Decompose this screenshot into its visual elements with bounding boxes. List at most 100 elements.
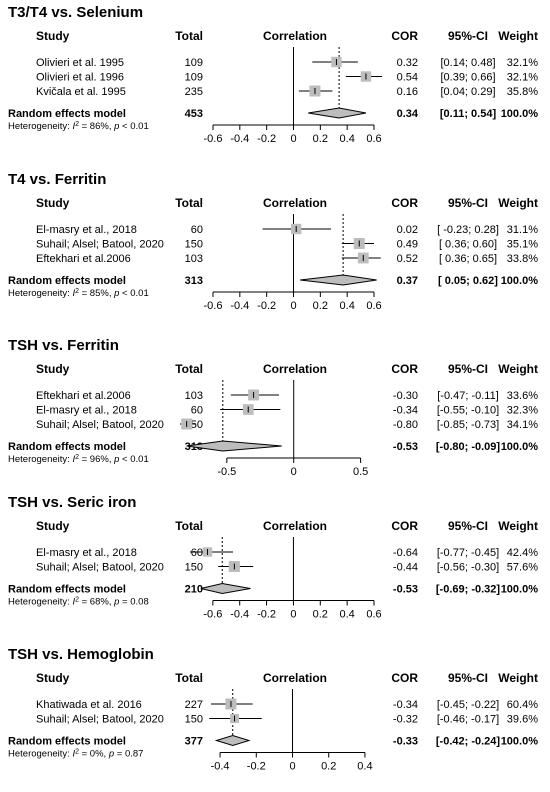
summary-total: 210 <box>185 584 203 596</box>
column-header-weight: Weight <box>498 671 538 685</box>
study-ci: [-0.46; -0.17] <box>437 714 499 726</box>
study-weight: 39.6% <box>507 714 538 726</box>
summary-label: Random effects model <box>8 736 126 748</box>
study-name: Kvičala et al. 1995 <box>36 86 126 98</box>
column-header-correlation: Correlation <box>263 29 327 43</box>
heterogeneity-prefix: Heterogeneity: <box>8 749 72 760</box>
column-header-study: Study <box>36 519 70 533</box>
study-total: 150 <box>185 714 203 726</box>
heterogeneity-p-symbol: p <box>113 288 119 299</box>
study-ci: [-0.77; -0.45] <box>437 547 499 559</box>
study-weight: 60.4% <box>507 699 538 711</box>
summary-ci: [-0.80; -0.09] <box>436 441 501 453</box>
study-weight: 35.1% <box>507 239 538 251</box>
x-tick-label: 0 <box>290 609 296 621</box>
heterogeneity-prefix: Heterogeneity: <box>8 454 72 465</box>
x-tick-label: 0.4 <box>340 133 355 145</box>
study-ci: [0.04; 0.29] <box>440 86 495 98</box>
study-ci: [-0.85; -0.73] <box>437 419 499 431</box>
column-header-cor: COR <box>391 671 418 685</box>
summary-label: Random effects model <box>8 108 126 120</box>
column-header-weight: Weight <box>498 519 538 533</box>
x-tick-label: 0.4 <box>339 609 354 621</box>
summary-ci: [0.11; 0.54] <box>440 108 497 120</box>
heterogeneity-i2-value: = 96%, <box>79 454 114 465</box>
summary-total: 453 <box>185 108 203 120</box>
x-tick-label: 0.6 <box>366 133 381 145</box>
summary-diamond <box>300 274 377 286</box>
panel-title: T3/T4 vs. Selenium <box>8 4 143 21</box>
column-header-cor: COR <box>391 29 418 43</box>
heterogeneity-p-symbol: p <box>113 597 119 608</box>
study-total: 227 <box>185 699 203 711</box>
panel-title: T4 vs. Ferritin <box>8 171 106 188</box>
summary-label: Random effects model <box>8 441 126 453</box>
summary-total: 313 <box>185 275 203 287</box>
x-tick-label: 0 <box>289 761 295 773</box>
study-name: Eftekhari et al.2006 <box>36 390 131 402</box>
x-tick-label: 0.2 <box>313 609 328 621</box>
x-tick-label: -0.4 <box>230 133 249 145</box>
study-total: 60 <box>191 405 203 417</box>
summary-weight: 100.0% <box>501 108 539 120</box>
heterogeneity-prefix: Heterogeneity: <box>8 121 72 132</box>
column-header-cor: COR <box>391 196 418 210</box>
x-tick-label: 0.6 <box>366 300 381 312</box>
study-ci: [0.39; 0.66] <box>440 72 495 84</box>
summary-weight: 100.0% <box>501 275 539 287</box>
forest-panel-5: TSH vs. Hemoglobin Study Total Correlation C… <box>8 646 538 773</box>
study-weight: 57.6% <box>507 562 538 574</box>
column-header-weight: Weight <box>498 196 538 210</box>
study-ci: [-0.55; -0.10] <box>437 405 499 417</box>
heterogeneity-text: Heterogeneity: I2 = 85%, p < 0.01 <box>8 288 149 300</box>
study-total: 109 <box>185 72 203 84</box>
study-name: Khatiwada et al. 2016 <box>36 699 142 711</box>
study-cor: -0.80 <box>393 419 418 431</box>
column-header-correlation: Correlation <box>263 196 327 210</box>
panel-title: TSH vs. Seric iron <box>8 494 136 511</box>
heterogeneity-text: Heterogeneity: I2 = 0%, p = 0.87 <box>8 748 143 760</box>
column-header-total: Total <box>175 196 203 210</box>
heterogeneity-prefix: Heterogeneity: <box>8 288 72 299</box>
study-total: 109 <box>185 57 203 69</box>
heterogeneity-prefix: Heterogeneity: <box>8 597 72 608</box>
study-weight: 32.3% <box>507 405 538 417</box>
summary-label: Random effects model <box>8 584 126 596</box>
study-cor: -0.34 <box>393 405 418 417</box>
study-name: Eftekhari et al.2006 <box>36 253 131 265</box>
column-header-total: Total <box>175 29 203 43</box>
heterogeneity-i2-value: = 85%, <box>79 288 114 299</box>
study-weight: 31.1% <box>507 224 538 236</box>
study-total: 150 <box>185 562 203 574</box>
summary-ci: [-0.42; -0.24] <box>436 736 501 748</box>
study-weight: 32.1% <box>507 57 538 69</box>
column-header-correlation: Correlation <box>263 362 327 376</box>
study-total: 103 <box>185 253 203 265</box>
x-tick-label: 0 <box>290 300 296 312</box>
panel-title: TSH vs. Ferritin <box>8 337 119 354</box>
study-cor: 0.16 <box>397 86 418 98</box>
study-name: Suhail; Alsel; Batool, 2020 <box>36 239 164 251</box>
study-ci: [ 0.36; 0.65] <box>439 253 497 265</box>
panel-title: TSH vs. Hemoglobin <box>8 646 154 663</box>
heterogeneity-i2-value: = 68%, <box>79 597 114 608</box>
study-total: 60 <box>191 547 203 559</box>
heterogeneity-p-value: = 0.08 <box>119 597 148 608</box>
heterogeneity-text: Heterogeneity: I2 = 96%, p < 0.01 <box>8 454 149 466</box>
column-header-ci: 95%-CI <box>448 519 488 533</box>
heterogeneity-i2-symbol: I <box>72 597 75 608</box>
study-cor: -0.64 <box>393 547 418 559</box>
study-name: El-masry et al., 2018 <box>36 224 137 236</box>
heterogeneity-i2-symbol: I <box>72 121 75 132</box>
study-name: Olivieri et al. 1995 <box>36 57 124 69</box>
study-weight: 35.8% <box>507 86 538 98</box>
forest-panel-1: T3/T4 vs. Selenium Study Total Correlation C… <box>8 4 538 145</box>
x-tick-label: -0.4 <box>230 300 249 312</box>
column-header-correlation: Correlation <box>263 519 327 533</box>
column-header-cor: COR <box>391 519 418 533</box>
column-header-ci: 95%-CI <box>448 29 488 43</box>
heterogeneity-i2-symbol: I <box>72 288 75 299</box>
heterogeneity-p-symbol: p <box>108 749 114 760</box>
summary-ci: [ 0.05; 0.62] <box>438 275 498 287</box>
